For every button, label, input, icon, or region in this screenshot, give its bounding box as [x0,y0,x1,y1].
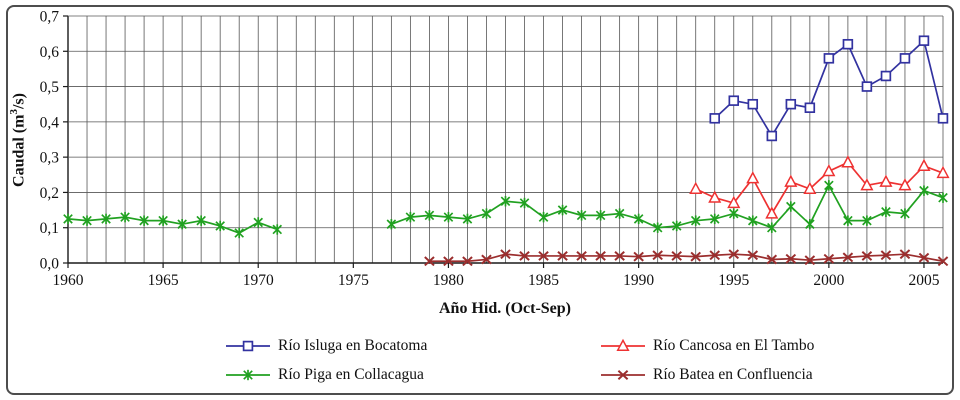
legend-item-rio-piga-en-collacagua: Río Piga en Collacagua [225,363,600,387]
x-tick-label: 2000 [813,272,844,289]
x-tick-label: 1965 [148,272,179,289]
series-rio-cancosa-en-el-tambo [689,155,950,219]
x-tick-label: 1960 [53,272,84,289]
legend-item-rio-batea-en-confluencia: Río Batea en Confluencia [600,363,814,387]
legend-label-rio-cancosa-en-el-tambo: Río Cancosa en El Tambo [653,337,815,354]
series-markers-rio-batea-en-confluencia [424,249,949,267]
legend-item-rio-cancosa-en-el-tambo: Río Cancosa en El Tambo [600,334,814,358]
x-tick-label: 1990 [623,272,654,289]
series-markers-rio-piga-en-collacagua [63,180,948,239]
legend-label-rio-batea-en-confluencia: Río Batea en Confluencia [653,366,813,383]
x-tick-label: 1975 [338,272,369,289]
y-tick-label: 0,4 [40,114,60,131]
legend-label-rio-isluga-en-bocatoma: Río Isluga en Bocatoma [278,337,428,354]
series-markers-rio-cancosa-en-el-tambo [689,155,950,219]
y-tick-label: 0,5 [40,79,60,96]
series-rio-isluga-en-bocatoma [709,35,949,142]
y-axis-title-superscript: 3 [8,109,20,115]
legend-marker-rio-batea-en-confluencia [601,370,645,380]
y-axis-title: Caudal (m3/s) [8,93,28,187]
axis-ticks-and-labels: 1960 1965 1970 1975 1980 1985 1990 1995 2000 2005… [40,9,940,290]
legend-label-rio-piga-en-collacagua: Río Piga en Collacagua [278,366,424,383]
y-tick-label: 0,1 [40,220,59,237]
x-axis-title: Año Hid. (Oct-Sep) [439,300,571,317]
x-tick-label: 2005 [908,272,939,289]
legend-item-rio-isluga-en-bocatoma: Río Isluga en Bocatoma [225,334,600,358]
series-rio-piga-en-collacagua [63,180,948,239]
legend-marker-rio-piga-en-collacagua [226,369,270,381]
series-rio-batea-en-confluencia [424,249,949,267]
x-tick-label: 1970 [243,272,274,289]
x-tick-label: 1980 [433,272,464,289]
x-tick-label: 1995 [718,272,749,289]
y-tick-label: 0,3 [40,150,60,167]
y-tick-label: 0,6 [40,44,60,61]
legend-marker-rio-cancosa-en-el-tambo [601,338,645,352]
series-markers-rio-isluga-en-bocatoma [709,35,949,142]
y-tick-label: 0,0 [40,256,60,273]
y-tick-label: 0,2 [40,185,59,202]
x-tick-label: 1985 [528,272,559,289]
y-tick-label: 0,7 [40,9,60,26]
chart-legend: Río Isluga en Bocatoma Río Cancosa en El … [225,334,814,387]
legend-marker-rio-isluga-en-bocatoma [226,340,270,352]
